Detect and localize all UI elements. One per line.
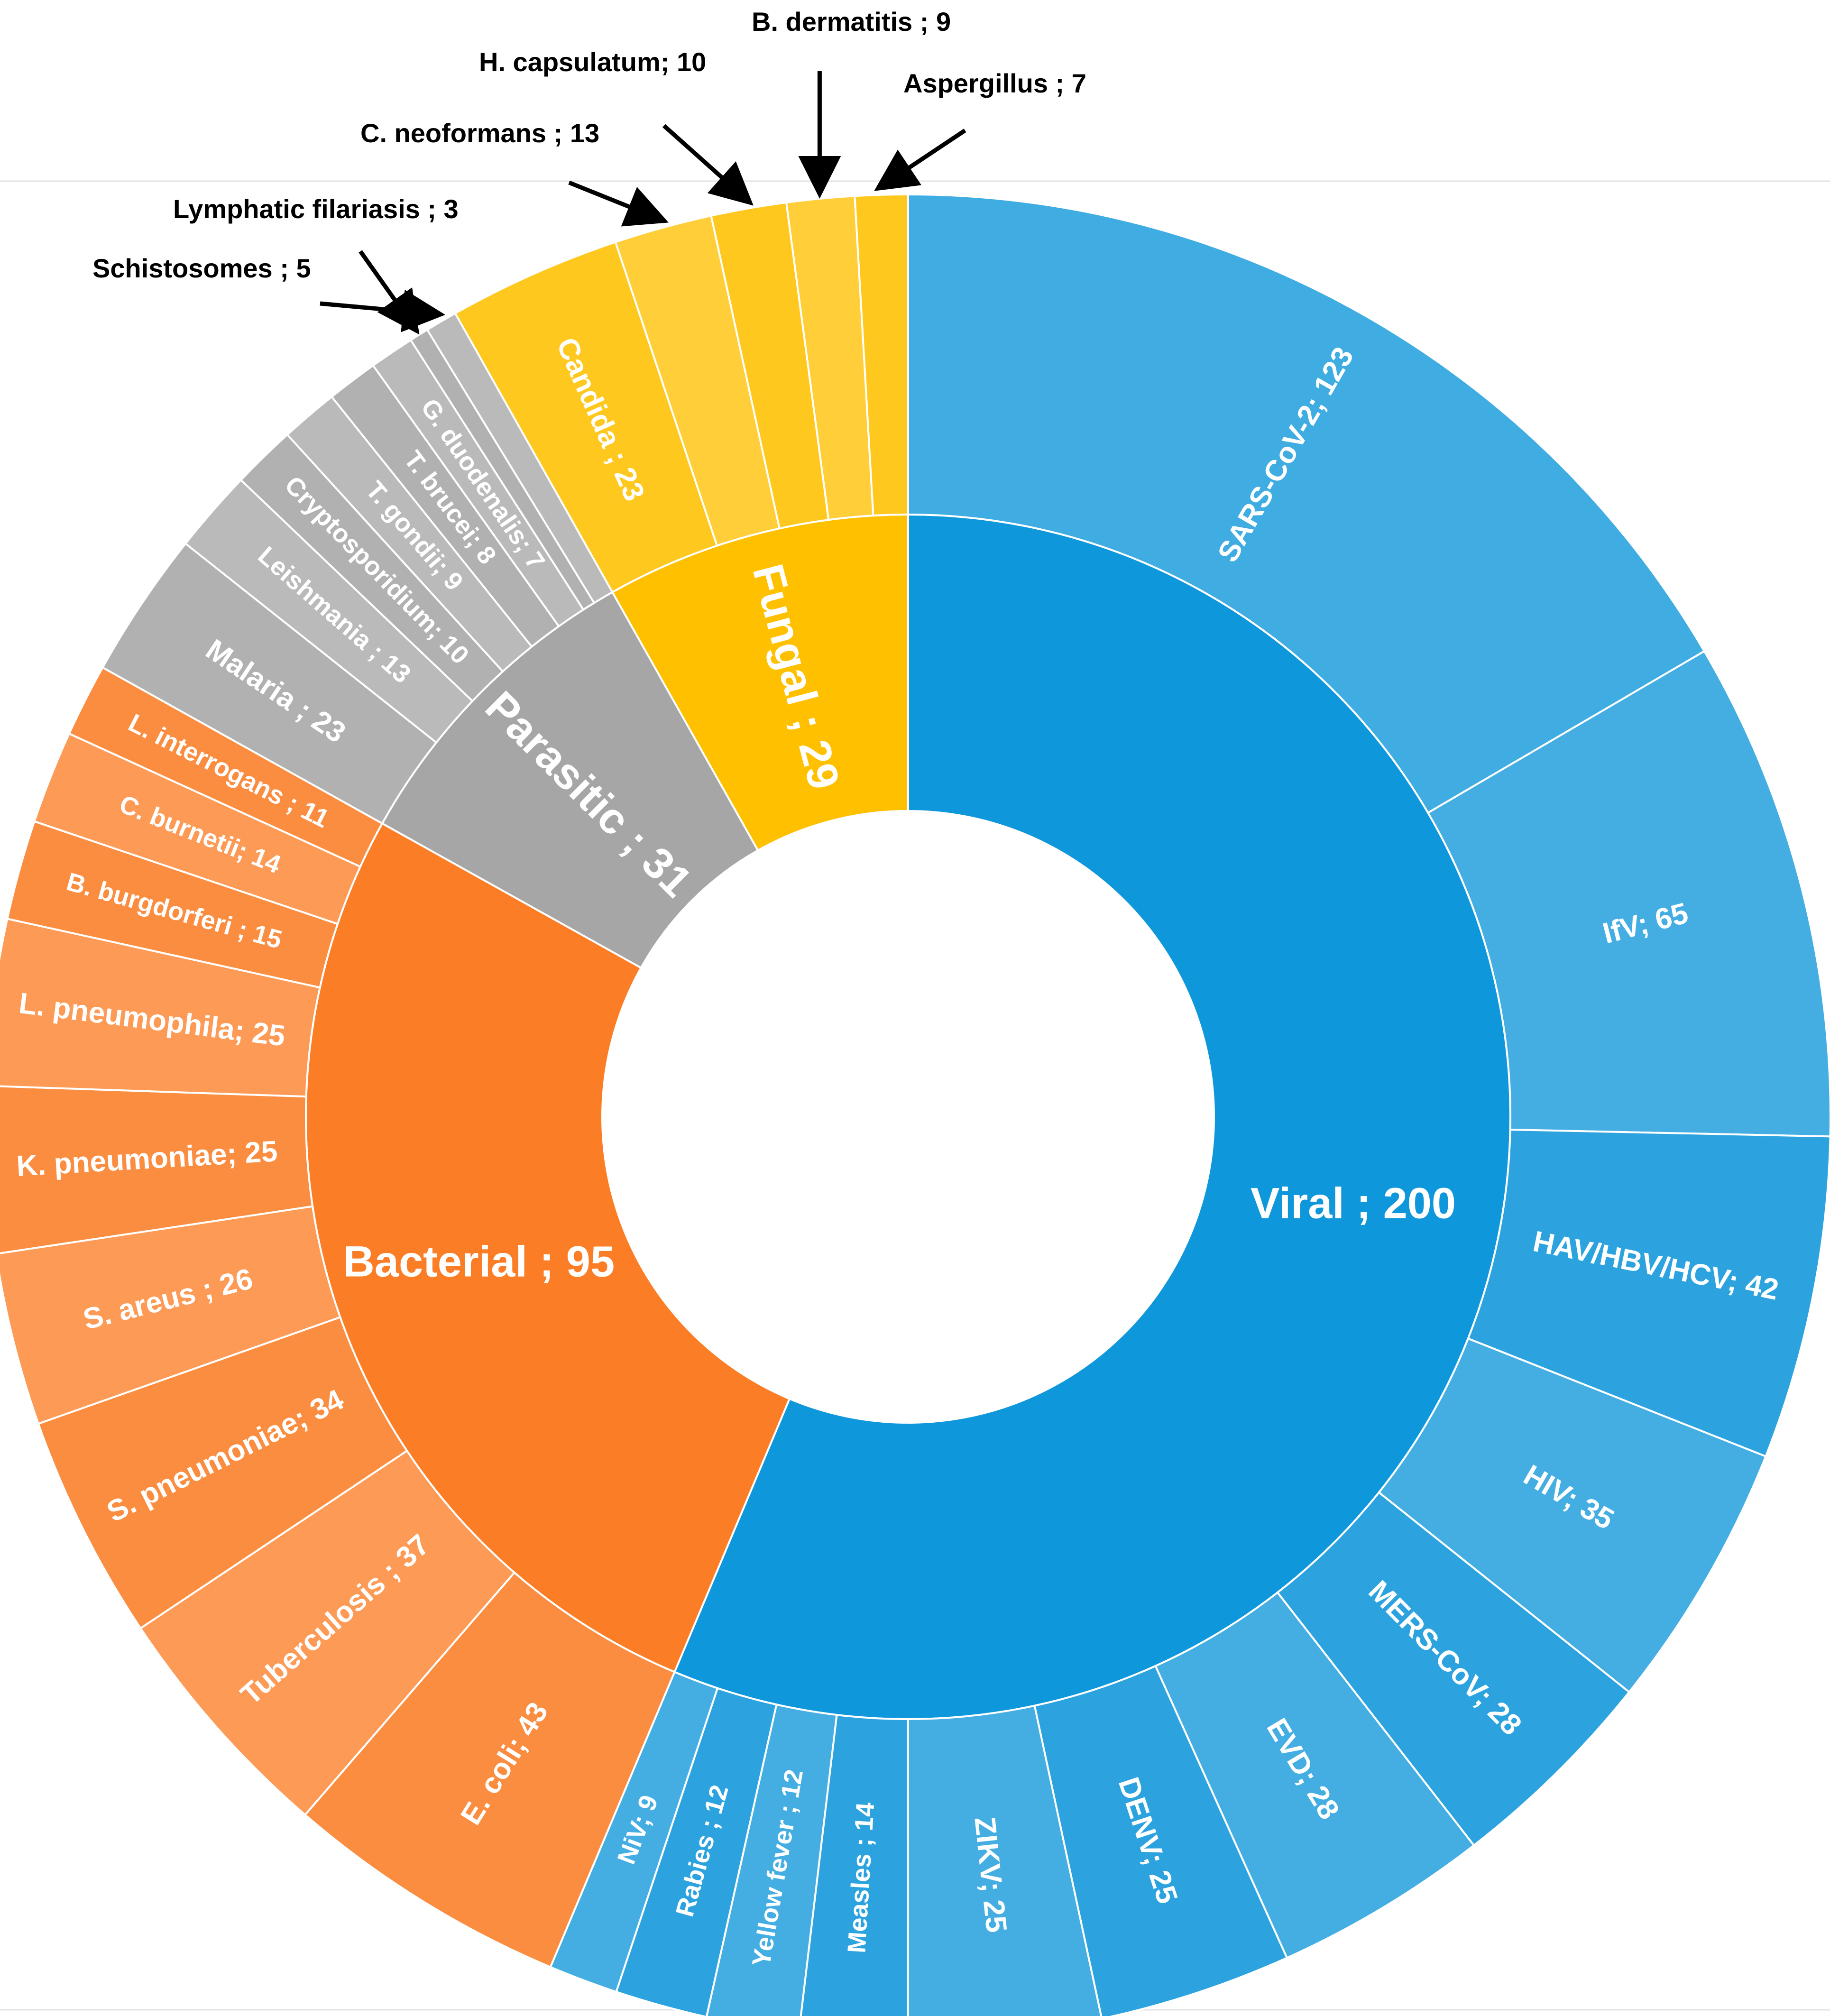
callout-label-lymphatic-filariasis: Lymphatic filariasis ; 3	[173, 194, 459, 224]
outer-segment-sars-cov-2[interactable]	[907, 193, 1706, 814]
callout-label-c-neoformans: C. neoformans ; 13	[360, 118, 599, 148]
callout-arrow-aspergillus	[874, 129, 966, 191]
outer-ring	[0, 193, 1830, 2016]
callout-label-aspergillus: Aspergillus ; 7	[903, 68, 1086, 98]
callout-label-h-capsulatum: H. capsulatum; 10	[479, 47, 706, 77]
callout-arrow-c-neoformans	[568, 180, 669, 227]
callout-label-schistosomes: Schistosomes ; 5	[92, 253, 311, 283]
callouts: Lymphatic filariasis ; 3 Schistosomes ; 5…	[92, 7, 1086, 335]
inner-ring	[305, 513, 1511, 1720]
inner-label-bacterial: Bacterial ; 95	[343, 1237, 615, 1286]
inner-label-viral: Viral ; 200	[1251, 1179, 1456, 1228]
callout-label-b-dermatitis: B. dermatitis ; 9	[752, 7, 951, 37]
outer-segment-zikv[interactable]	[907, 1704, 1103, 2016]
outer-segment-ifv[interactable]	[1426, 650, 1830, 1138]
callout-arrow-lymphatic-filariasis	[359, 250, 420, 335]
callout-arrow-h-capsulatum	[662, 124, 754, 206]
callout-arrow-schistosomes	[320, 289, 446, 332]
outer-segment-k-pneumoniae[interactable]	[0, 1085, 314, 1254]
outer-segment-aspergillus[interactable]	[854, 193, 909, 517]
outer-segment-s-areus[interactable]	[0, 1205, 341, 1425]
outer-segment-denv[interactable]	[1033, 1665, 1288, 2016]
